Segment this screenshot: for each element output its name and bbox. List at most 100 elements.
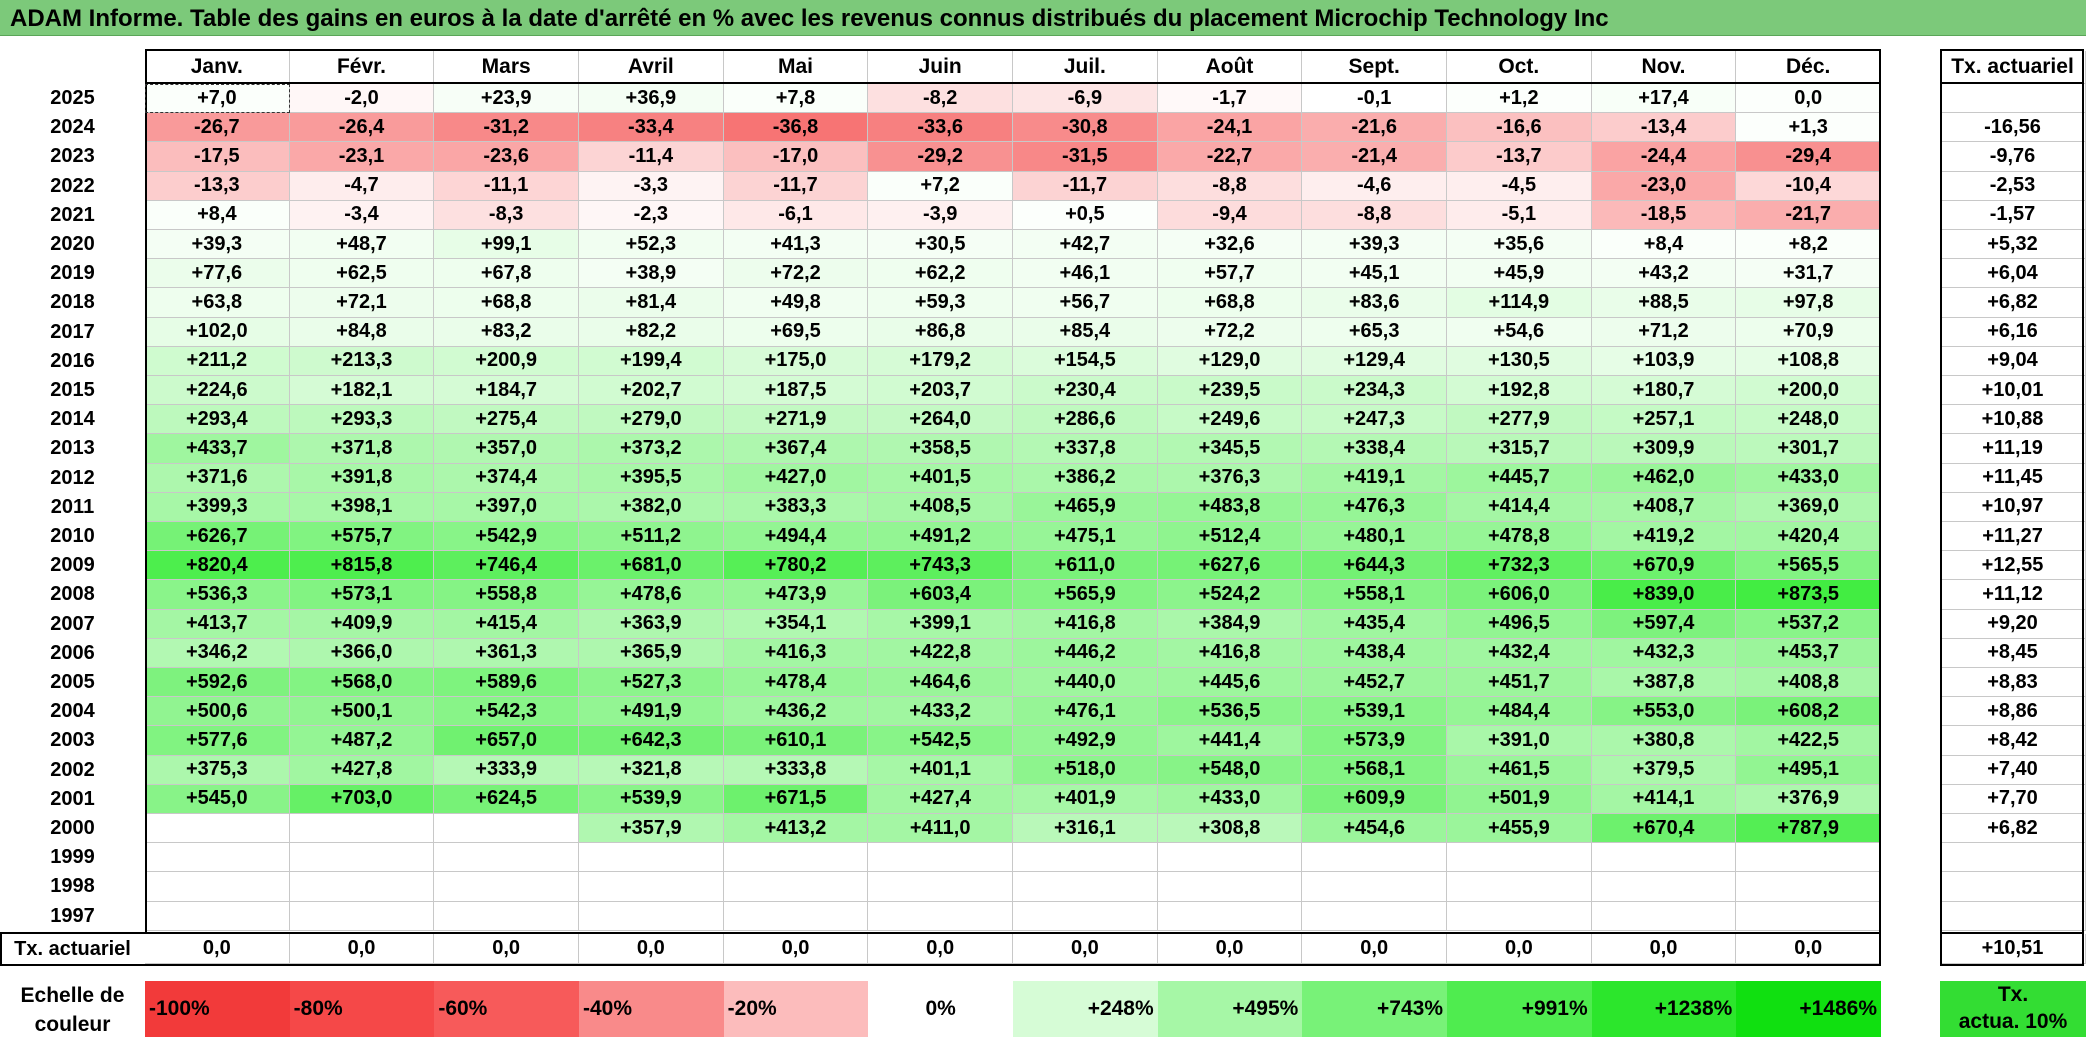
- table-cell: +401,5: [868, 463, 1013, 493]
- table-cell: [579, 843, 724, 873]
- table-cell: +597,4: [1591, 609, 1737, 639]
- row-tx-value: +11,27: [1940, 522, 2086, 552]
- table-cell: [1736, 872, 1882, 902]
- table-cell: +483,8: [1157, 492, 1303, 522]
- table-cell: +83,6: [1302, 288, 1448, 318]
- table-cell: +8,2: [1736, 230, 1882, 260]
- table-cell: +293,3: [289, 405, 435, 435]
- table-cell: +611,0: [1013, 551, 1158, 581]
- row-tx-value: +10,01: [1940, 376, 2086, 406]
- table-cell: +187,5: [723, 376, 869, 406]
- row-tx-value: +9,20: [1940, 609, 2086, 639]
- table-cell: +230,4: [1013, 376, 1158, 406]
- table-cell: +558,8: [434, 580, 579, 610]
- table-cell: +102,0: [145, 317, 290, 347]
- footer-cell: 0,0: [1013, 934, 1158, 964]
- table-cell: [1013, 872, 1158, 902]
- table-cell: +453,7: [1736, 638, 1882, 668]
- table-cell: [1591, 901, 1737, 931]
- row-tx-value: +9,04: [1940, 346, 2086, 376]
- table-cell: +494,4: [723, 522, 869, 552]
- table-cell: -24,1: [1157, 113, 1303, 143]
- table-cell: +478,8: [1447, 522, 1592, 552]
- table-cell: +657,0: [434, 726, 579, 756]
- table-cell: +239,5: [1157, 376, 1303, 406]
- table-cell: +484,4: [1447, 697, 1592, 727]
- row-year-label: 2020: [50, 233, 95, 256]
- table-cell: +257,1: [1591, 405, 1737, 435]
- table-cell: +249,6: [1157, 405, 1303, 435]
- table-cell: +71,2: [1591, 317, 1737, 347]
- table-cell: +46,1: [1013, 259, 1158, 289]
- table-cell: +553,0: [1591, 697, 1737, 727]
- table-cell: +99,1: [434, 230, 579, 260]
- table-cell: +512,4: [1157, 522, 1303, 552]
- table-cell: -11,7: [1013, 171, 1158, 201]
- table-cell: +384,9: [1157, 609, 1303, 639]
- table-cell: +373,2: [579, 434, 724, 464]
- table-cell: +565,5: [1736, 551, 1882, 581]
- table-cell: +592,6: [145, 668, 290, 698]
- table-cell: +433,0: [1157, 784, 1303, 814]
- table-cell: +624,5: [434, 784, 579, 814]
- table-cell: +536,3: [145, 580, 290, 610]
- row-year-label: 2014: [50, 408, 95, 431]
- table-cell: +446,2: [1013, 638, 1158, 668]
- table-cell: +376,9: [1736, 784, 1882, 814]
- table-cell: [1157, 843, 1303, 873]
- month-header: Juin: [868, 51, 1013, 84]
- table-cell: +500,1: [289, 697, 435, 727]
- table-cell: +192,8: [1447, 376, 1592, 406]
- table-cell: +247,3: [1302, 405, 1448, 435]
- table-cell: [1013, 901, 1158, 931]
- table-cell: +72,2: [723, 259, 869, 289]
- table-cell: +337,8: [1013, 434, 1158, 464]
- table-cell: +537,2: [1736, 609, 1882, 639]
- legend-label-line1: Echelle de: [20, 984, 125, 1007]
- table-cell: +565,9: [1013, 580, 1158, 610]
- table-cell: [1302, 843, 1448, 873]
- table-cell: +568,1: [1302, 755, 1448, 785]
- table-cell: +375,3: [145, 755, 290, 785]
- table-cell: +703,0: [289, 784, 435, 814]
- table-cell: +45,9: [1447, 259, 1592, 289]
- table-cell: +524,2: [1157, 580, 1303, 610]
- table-cell: +487,2: [289, 726, 435, 756]
- table-cell: +527,3: [579, 668, 724, 698]
- table-cell: +465,9: [1013, 492, 1158, 522]
- row-tx-value: [1940, 901, 2086, 931]
- table-cell: +743,3: [868, 551, 1013, 581]
- row-year-label: 2007: [50, 612, 95, 635]
- row-year-label: 2013: [50, 437, 95, 460]
- table-cell: +56,7: [1013, 288, 1158, 318]
- table-cell: [1736, 901, 1882, 931]
- table-cell: +345,5: [1157, 434, 1303, 464]
- table-cell: +275,4: [434, 405, 579, 435]
- table-cell: -26,4: [289, 113, 435, 143]
- row-tx-value: +5,32: [1940, 230, 2086, 260]
- row-tx-value: +6,16: [1940, 317, 2086, 347]
- table-cell: +62,5: [289, 259, 435, 289]
- row-year-label: 2006: [50, 641, 95, 664]
- legend-swatch: +743%: [1302, 981, 1448, 1037]
- table-cell: +301,7: [1736, 434, 1882, 464]
- table-cell: [579, 901, 724, 931]
- table-cell: +480,1: [1302, 522, 1448, 552]
- table-cell: +321,8: [579, 755, 724, 785]
- table-cell: +478,4: [723, 668, 869, 698]
- legend-swatch: +495%: [1157, 981, 1303, 1037]
- row-tx-value: -2,53: [1940, 171, 2086, 201]
- table-cell: +408,5: [868, 492, 1013, 522]
- table-cell: +182,1: [289, 376, 435, 406]
- legend-tx-line2: actua. 10%: [1958, 1010, 2068, 1033]
- row-tx-value: +6,04: [1940, 259, 2086, 289]
- legend-label-line2: couleur: [34, 1013, 111, 1036]
- table-cell: +248,0: [1736, 405, 1882, 435]
- table-cell: +129,0: [1157, 346, 1303, 376]
- month-header: Juil.: [1013, 51, 1158, 84]
- table-cell: [1447, 901, 1592, 931]
- table-cell: [1302, 872, 1448, 902]
- table-cell: +84,8: [289, 317, 435, 347]
- footer-cell: 0,0: [289, 934, 435, 964]
- month-header: Août: [1157, 51, 1303, 84]
